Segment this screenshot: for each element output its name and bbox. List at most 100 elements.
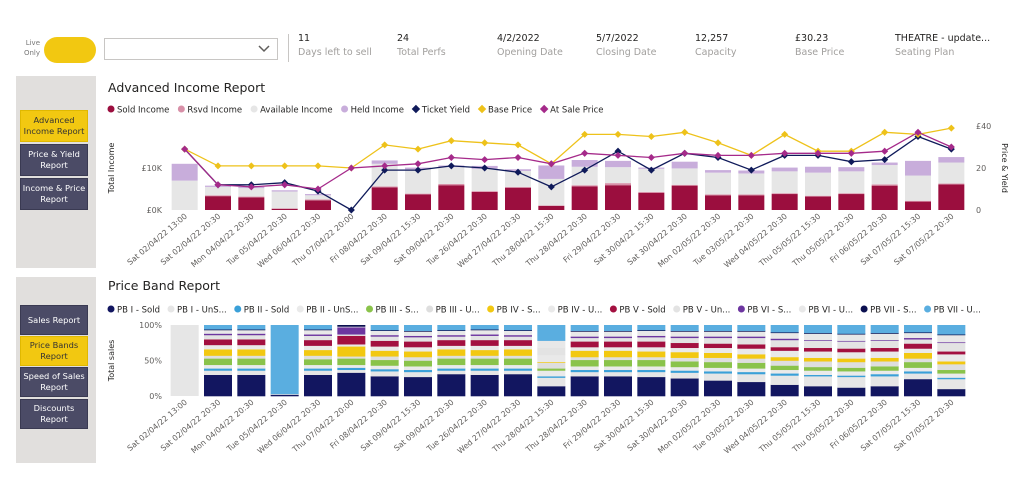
band-bar-segment (870, 361, 899, 367)
band-bar-segment (837, 375, 866, 378)
line-marker (414, 166, 422, 174)
x-tick-label: Sat 30/04/22 15:30 (592, 398, 655, 453)
nav-button[interactable]: Sales Report (20, 305, 88, 335)
line-marker (714, 139, 722, 147)
legend-label: PB I - UnS... (177, 306, 227, 316)
band-bar-segment (670, 336, 699, 339)
income-bar-segment (605, 183, 631, 186)
band-bar-segment (670, 378, 699, 397)
income-bar-segment (938, 162, 965, 184)
live-only-switch[interactable] (44, 37, 96, 63)
band-bar-segment (237, 339, 266, 346)
band-bar-segment (504, 349, 532, 356)
line-marker (647, 132, 655, 141)
band-bar-segment (670, 366, 699, 371)
band-bar-segment (537, 362, 566, 369)
kpi-card: 4/2/2022 Opening Date (497, 33, 595, 58)
nav-button[interactable]: Advanced Income Report (20, 110, 88, 142)
legend-marker (250, 105, 258, 113)
y2-tick-label: 20 (976, 164, 986, 173)
x-tick-label: Wed 06/04/22 20:30 (256, 398, 323, 456)
line-marker (481, 164, 489, 172)
nav-button-label: Speed of Sales Report (23, 371, 85, 392)
band-bar-segment (770, 332, 799, 334)
header-separator (288, 34, 289, 62)
income-bar-segment (205, 186, 231, 196)
band-bar-segment (204, 374, 232, 397)
band-bar-segment (570, 341, 599, 348)
band-bar-segment (837, 341, 866, 349)
x-tick-label: Sat 09/04/22 20:30 (392, 398, 455, 453)
band-bar-segment (237, 329, 266, 331)
band-bar-segment (637, 371, 666, 378)
income-bar-segment (771, 194, 798, 210)
band-bar-segment (470, 368, 499, 371)
band-bar-segment (437, 364, 466, 369)
band-bar-segment (904, 339, 932, 344)
nav-button[interactable]: Discounts Report (20, 399, 88, 429)
income-bar-segment (671, 161, 698, 169)
legend-label: PB I - Sold (117, 306, 160, 316)
band-bar-segment (237, 370, 266, 375)
band-bar-segment (937, 325, 966, 335)
nav-button[interactable]: Income & Price Report (20, 178, 88, 210)
band-bar-segment (604, 350, 632, 358)
legend-item: PB IV - S... (487, 305, 541, 316)
line-marker (381, 166, 389, 174)
band-bar-segment (670, 357, 699, 362)
filter-dropdown[interactable] (104, 38, 278, 60)
income-bar-segment (571, 185, 598, 187)
x-tick-label: Thu 28/04/22 20:30 (523, 398, 589, 455)
legend-label: PB II - Sold (244, 306, 290, 316)
band-bar-segment (670, 325, 699, 331)
band-bar-segment (804, 351, 832, 358)
legend-marker (609, 305, 617, 313)
line-marker (881, 156, 889, 164)
y-axis-label: Total sales (107, 340, 116, 383)
kpi-card: £30.23 Base Price (795, 33, 893, 58)
income-bar-segment (738, 173, 765, 195)
band-bar-segment (704, 373, 732, 381)
legend-label: PB V - Un... (683, 306, 731, 316)
income-bar-segment (871, 165, 898, 185)
legend-label: PB VII - S... (870, 306, 916, 316)
series-line (184, 127, 952, 169)
legend-marker (296, 305, 304, 313)
band-bar-segment (637, 341, 666, 348)
band-bar-segment (904, 325, 932, 333)
band-bar-segment (770, 356, 799, 361)
band-bar-segment (337, 364, 366, 368)
income-bar-segment (205, 196, 231, 210)
line-marker (947, 143, 955, 151)
band-bar-segment (304, 329, 332, 335)
y-tick-label: 0% (149, 392, 162, 401)
line-marker (714, 151, 722, 159)
kpi-value: 24 (397, 33, 410, 44)
band-bar-segment (937, 342, 966, 344)
income-bar-segment (705, 194, 731, 196)
band-bar-segment (504, 325, 532, 331)
nav-button[interactable]: Price & Yield Report (20, 144, 88, 176)
band-bar-segment (470, 345, 499, 351)
band-bar-segment (937, 334, 966, 336)
band-bar-segment (570, 350, 599, 358)
kpi-card: 12,257 Capacity (695, 33, 793, 58)
line-marker (447, 153, 455, 162)
kpi-value: 12,257 (695, 33, 729, 44)
x-tick-label: Sat 07/05/22 20:30 (892, 398, 955, 453)
legend-marker (539, 104, 549, 114)
line-marker (881, 128, 889, 136)
legend-label: Base Price (488, 106, 532, 116)
band-bar-segment (770, 339, 799, 348)
income-bar-segment (405, 194, 431, 210)
band-bar-segment (504, 336, 532, 341)
x-tick-label: Tue 03/05/22 20:30 (691, 212, 756, 268)
band-bar-segment (537, 368, 566, 371)
legend-item: Base Price (477, 104, 532, 116)
legend-marker (107, 305, 115, 313)
nav-button[interactable]: Price Bands Report (20, 336, 88, 366)
nav-button[interactable]: Speed of Sales Report (20, 367, 88, 397)
kpi-label: Capacity (695, 47, 737, 58)
x-tick-label: Wed 27/04/22 20:30 (456, 212, 523, 270)
band-bar-segment (604, 356, 632, 361)
